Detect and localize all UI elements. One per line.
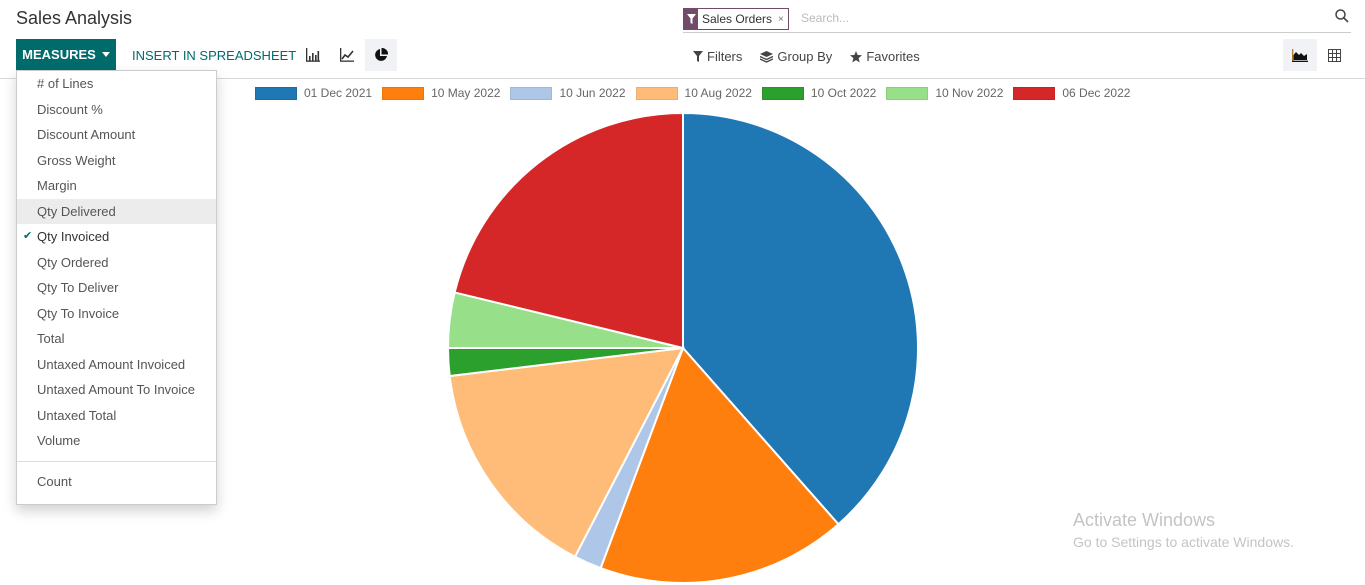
layers-icon [760,50,774,63]
legend-item[interactable]: 01 Dec 2021 [255,86,372,100]
insert-in-spreadsheet-button[interactable]: INSERT IN SPREADSHEET [132,48,297,63]
measure-item[interactable]: Qty To Deliver [37,280,119,295]
measures-dropdown: # of Lines Discount % Discount Amount Gross… [16,70,217,505]
legend-item[interactable]: 10 May 2022 [382,86,500,100]
measures-button[interactable]: MEASURES [16,39,116,70]
line-chart-icon [340,48,354,62]
line-chart-button[interactable] [331,39,363,71]
legend-item[interactable]: 06 Dec 2022 [1013,86,1130,100]
legend-swatch [635,86,678,100]
measure-item-count[interactable]: Count [37,473,72,489]
legend-swatch [761,86,804,100]
pie-chart-icon [375,48,388,61]
group-by-button[interactable]: Group By [760,49,832,64]
legend-swatch [510,86,553,100]
legend-item[interactable]: 10 Nov 2022 [886,86,1003,100]
search-icon[interactable] [1335,9,1349,23]
measure-item[interactable]: Qty Delivered [17,198,216,224]
measure-item[interactable]: Untaxed Amount To Invoice [37,382,196,397]
facet-remove-icon[interactable]: × [778,13,784,25]
measure-item[interactable]: Discount Amount [37,127,136,142]
pie-slice[interactable] [599,346,840,584]
pivot-view-icon [1327,48,1341,62]
pie-chart[interactable] [446,111,920,585]
pie-slice[interactable] [448,346,685,559]
search-input[interactable] [799,10,1303,26]
legend-item[interactable]: 10 Jun 2022 [510,86,626,100]
filters-button[interactable]: Filters [693,49,742,64]
pie-slice[interactable] [682,111,919,526]
control-panel-divider [0,78,1365,79]
windows-activation-watermark: Activate Windows Go to Settings to activ… [1073,510,1294,550]
page-title: Sales Analysis [16,8,133,28]
search-facet: Sales Orders × [683,8,789,30]
measure-item[interactable]: Discount % [37,101,103,117]
measure-item[interactable]: Margin [37,178,77,193]
chart-legend: 01 Dec 2021 10 May 2022 10 Jun 2022 10 A… [255,86,1130,100]
graph-view-icon [1292,48,1308,62]
filter-icon [693,51,703,62]
facet-label: Sales Orders [702,12,773,26]
measure-item[interactable]: Qty To Invoice [37,305,120,321]
bar-chart-button[interactable] [297,39,329,71]
dropdown-divider [17,460,216,462]
search-options: Filters Group By Favorites [693,49,920,64]
bar-chart-icon [306,48,320,62]
measures-label: MEASURES [22,47,96,62]
legend-swatch [382,86,425,100]
measure-item[interactable]: Total [37,331,65,346]
pie-slice[interactable] [453,111,684,350]
legend-swatch [255,86,297,100]
measure-item[interactable]: Untaxed Amount Invoiced [37,356,186,372]
graph-view-button[interactable] [1283,39,1317,71]
measure-item[interactable]: Volume [37,433,81,448]
pie-chart-button[interactable] [365,39,397,71]
legend-item[interactable]: 10 Aug 2022 [635,86,752,100]
legend-item[interactable]: 10 Oct 2022 [761,86,876,100]
check-icon: ✔ [23,230,33,242]
star-icon [850,50,863,62]
legend-swatch [1013,86,1056,100]
measure-item[interactable]: Untaxed Total [37,407,117,423]
legend-swatch [886,86,929,100]
measure-item[interactable]: Qty Ordered [37,254,109,270]
caret-down-icon [101,52,110,57]
filter-icon [686,14,696,24]
favorites-button[interactable]: Favorites [850,49,920,64]
pivot-view-button[interactable] [1317,39,1351,71]
search-bar: Sales Orders × [683,7,1351,33]
measure-item[interactable]: Gross Weight [37,152,116,168]
measure-item[interactable]: # of Lines [37,76,94,91]
measure-item[interactable]: ✔ Qty Invoiced [17,224,216,250]
